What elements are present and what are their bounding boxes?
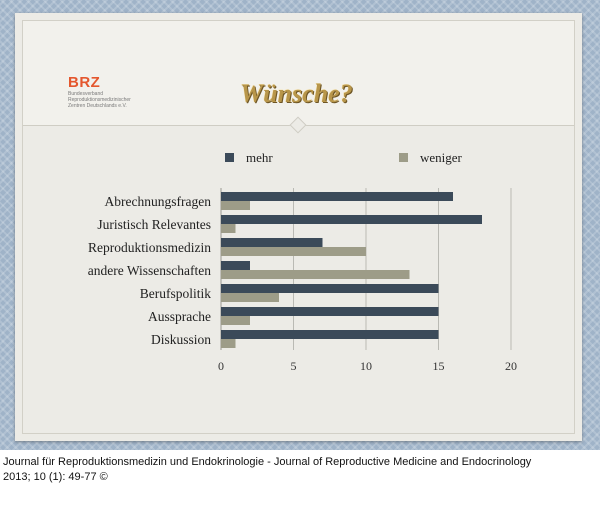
- tick-label: 0: [218, 359, 224, 373]
- brz-logo-subtitle: Bundesverband Reproduktionsmedizinischer…: [68, 91, 131, 109]
- category-label: Berufspolitik: [140, 286, 211, 301]
- category-label: Diskussion: [151, 332, 211, 347]
- bar-mehr: [221, 261, 250, 270]
- slide: BRZ Bundesverband Reproduktionsmedizinis…: [15, 13, 582, 441]
- caption: Journal für Reproduktionsmedizin und End…: [3, 455, 597, 485]
- bar-weniger: [221, 339, 236, 348]
- tick-label: 10: [360, 359, 372, 373]
- slide-title: Wünsche?: [240, 79, 353, 108]
- legend-label-mehr: mehr: [246, 150, 273, 165]
- tick-label: 20: [505, 359, 517, 373]
- tick-label: 5: [291, 359, 297, 373]
- bar-weniger: [221, 270, 410, 279]
- bar-chart: mehr weniger Abrechnungsfragen Juristisch R…: [88, 150, 517, 373]
- bar-mehr: [221, 307, 439, 316]
- header-band: [23, 21, 574, 125]
- bar-weniger: [221, 247, 366, 256]
- tick-label: 15: [433, 359, 445, 373]
- legend-label-weniger: weniger: [420, 150, 463, 165]
- category-label: Abrechnungsfragen: [105, 194, 212, 209]
- legend-swatch-mehr: [225, 153, 234, 162]
- bar-weniger: [221, 201, 250, 210]
- slide-border: [22, 20, 575, 434]
- category-label: andere Wissenschaften: [88, 263, 212, 278]
- brz-logo-subtitle-line: Zentren Deutschlands e.V.: [68, 103, 127, 109]
- bar-mehr: [221, 238, 323, 247]
- bar-weniger: [221, 316, 250, 325]
- brz-logo-name: BRZ: [68, 74, 101, 91]
- bar-mehr: [221, 215, 482, 224]
- brz-logo-subtitle-line: Reproduktionsmedizinischer: [68, 97, 131, 103]
- category-label: Reproduktionsmedizin: [88, 240, 211, 255]
- caption-line: 2013; 10 (1): 49-77 ©: [3, 471, 108, 483]
- bar-mehr: [221, 330, 439, 339]
- legend-swatch-weniger: [399, 153, 408, 162]
- bar-weniger: [221, 224, 236, 233]
- brz-logo-subtitle-line: Bundesverband: [68, 91, 104, 97]
- bar-weniger: [221, 293, 279, 302]
- bar-mehr: [221, 284, 439, 293]
- category-label: Juristisch Relevantes: [97, 217, 211, 232]
- caption-line: Journal für Reproduktionsmedizin und End…: [3, 456, 532, 468]
- category-label: Aussprache: [148, 309, 211, 324]
- brz-logo: BRZ Bundesverband Reproduktionsmedizinis…: [68, 75, 131, 109]
- bar-mehr: [221, 192, 453, 201]
